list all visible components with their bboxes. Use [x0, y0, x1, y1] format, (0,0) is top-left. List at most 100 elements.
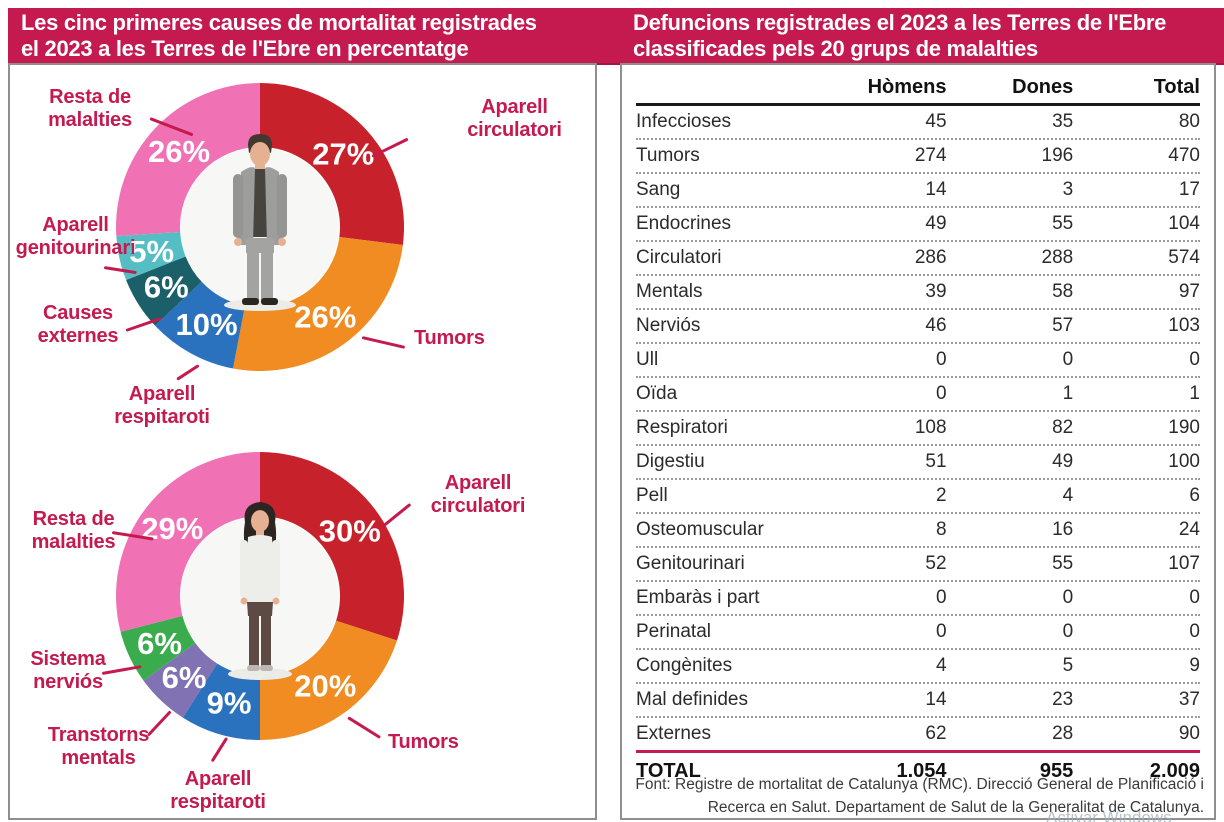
- row-label: Respiratori: [636, 417, 728, 438]
- slice-percent-label: 6%: [137, 626, 182, 661]
- callout-mentals-women: Transtorns mentals: [47, 724, 150, 769]
- donut-slice: [260, 83, 404, 246]
- row-label: Osteomuscular: [636, 519, 764, 540]
- table-row: Mentals 39 58 97: [636, 276, 1200, 310]
- row-value: 9: [1189, 655, 1200, 676]
- callout-externes-men: Causes externes: [37, 302, 119, 347]
- donut-chart-women: 30%20%9%6%6%29%: [115, 452, 405, 740]
- table-row: Tumors 274 196 470: [636, 140, 1200, 174]
- row-value: 0: [1062, 621, 1074, 642]
- row-label: Oïda: [636, 383, 678, 404]
- slice-percent-label: 30%: [319, 514, 381, 549]
- table-row: Endocrines 49 55 104: [636, 208, 1200, 242]
- table-row: Mal definides 14 23 37: [636, 684, 1200, 718]
- row-value: 4: [1062, 485, 1074, 506]
- callout-resta-women: Resta de malalties: [31, 508, 116, 553]
- slice-percent-label: 26%: [148, 134, 210, 169]
- total-total: 2.009: [1149, 760, 1200, 782]
- row-label: Mentals: [636, 281, 703, 302]
- table-row: Respiratori 108 82 190: [636, 412, 1200, 446]
- table-row: Ull 0 0 0: [636, 344, 1200, 378]
- donut-slice: [115, 452, 260, 632]
- row-value: 46: [925, 315, 947, 336]
- row-label: Pell: [636, 485, 668, 506]
- row-value: 8: [935, 519, 947, 540]
- row-value: 1: [1062, 383, 1074, 404]
- row-value: 90: [1178, 723, 1200, 744]
- row-value: 80: [1178, 111, 1200, 132]
- total-label: TOTAL: [636, 760, 701, 782]
- callout-resta-men: Resta de malalties: [48, 86, 132, 131]
- slice-percent-label: 10%: [176, 307, 238, 342]
- row-label: Sang: [636, 179, 681, 200]
- table-header: Hòmens Dones Total: [636, 71, 1200, 106]
- table-row: Embaràs i part 0 0 0: [636, 582, 1200, 616]
- row-value: 39: [925, 281, 947, 302]
- row-value: 100: [1168, 451, 1200, 472]
- table-row: Perinatal 0 0 0: [636, 616, 1200, 650]
- row-value: 4: [935, 655, 947, 676]
- table-row: Congènites 4 5 9: [636, 650, 1200, 684]
- slice-percent-label: 5%: [129, 234, 174, 269]
- row-label: Perinatal: [636, 621, 711, 642]
- row-value: 0: [1062, 349, 1074, 370]
- callout-respiratori-men: Aparell respitaroti: [114, 383, 210, 428]
- row-value: 28: [1052, 723, 1074, 744]
- row-value: 24: [1178, 519, 1200, 540]
- donut-slice: [233, 237, 403, 372]
- row-value: 2: [935, 485, 947, 506]
- row-value: 0: [935, 587, 947, 608]
- header-dones: Dones: [1012, 75, 1074, 98]
- row-label: Embaràs i part: [636, 587, 760, 608]
- row-value: 82: [1052, 417, 1074, 438]
- row-value: 103: [1168, 315, 1200, 336]
- table-row: Osteomuscular 8 16 24: [636, 514, 1200, 548]
- row-value: 37: [1178, 689, 1200, 710]
- row-value: 45: [925, 111, 947, 132]
- table-row: Genitourinari 52 55 107: [636, 548, 1200, 582]
- row-value: 52: [925, 553, 947, 574]
- row-value: 17: [1178, 179, 1200, 200]
- row-value: 0: [1189, 587, 1200, 608]
- row-value: 574: [1168, 247, 1200, 268]
- slice-percent-label: 26%: [294, 300, 356, 335]
- donut-slice: [182, 663, 260, 740]
- table-row: Infeccioses 45 35 80: [636, 106, 1200, 140]
- donut-slice: [120, 615, 196, 681]
- row-value: 62: [925, 723, 947, 744]
- slice-percent-label: 6%: [144, 269, 189, 304]
- right-title-line2: classificades pels 20 grups de malalties: [633, 35, 1038, 61]
- row-value: 470: [1168, 145, 1200, 166]
- table-row: Circulatori 286 288 574: [636, 242, 1200, 276]
- row-value: 190: [1168, 417, 1200, 438]
- row-value: 288: [1041, 247, 1074, 268]
- row-value: 6: [1189, 485, 1200, 506]
- callout-tumors-men: Tumors: [414, 327, 485, 349]
- row-value: 0: [935, 383, 947, 404]
- woman-figure: [228, 502, 292, 680]
- callout-circulatori-women: Aparell circulatori: [430, 472, 526, 517]
- slice-percent-label: 20%: [294, 669, 356, 704]
- total-dones: 955: [1039, 760, 1074, 782]
- row-value: 5: [1062, 655, 1074, 676]
- row-label: Nerviós: [636, 315, 701, 336]
- table-row: Nerviós 46 57 103: [636, 310, 1200, 344]
- row-value: 0: [935, 349, 947, 370]
- mortality-table: Hòmens Dones Total Infeccioses 45 35 80 Tumo…: [636, 71, 1200, 790]
- table-total-row: TOTAL 1.054 955 2.009: [636, 753, 1200, 790]
- donut-slice: [260, 620, 397, 740]
- donut-slice: [116, 83, 260, 237]
- table-row: Sang 14 3 17: [636, 174, 1200, 208]
- row-value: 14: [925, 179, 947, 200]
- row-label: Circulatori: [636, 247, 722, 268]
- row-value: 3: [1062, 179, 1074, 200]
- row-value: 0: [1189, 349, 1200, 370]
- header-homens: Hòmens: [867, 75, 947, 98]
- row-label: Digestiu: [636, 451, 705, 472]
- row-value: 97: [1178, 281, 1200, 302]
- donut-chart-men: 27% 26% 10%6%5% 26%: [116, 83, 404, 372]
- header-total: Total: [1153, 75, 1200, 98]
- row-label: Genitourinari: [636, 553, 745, 574]
- callout-nervios-women: Sistema nerviós: [30, 648, 106, 693]
- row-value: 1: [1189, 383, 1200, 404]
